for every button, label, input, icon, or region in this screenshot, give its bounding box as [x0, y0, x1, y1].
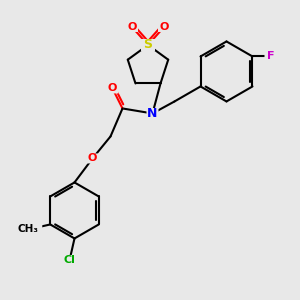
Text: F: F	[267, 52, 274, 61]
FancyBboxPatch shape	[14, 224, 42, 236]
Text: S: S	[143, 38, 152, 52]
FancyBboxPatch shape	[141, 39, 155, 51]
FancyBboxPatch shape	[158, 22, 170, 32]
Text: CH₃: CH₃	[18, 224, 39, 235]
FancyBboxPatch shape	[61, 255, 77, 266]
Text: O: O	[159, 22, 169, 32]
Text: Cl: Cl	[64, 256, 75, 266]
Text: N: N	[147, 107, 158, 120]
FancyBboxPatch shape	[86, 154, 98, 164]
FancyBboxPatch shape	[146, 108, 158, 119]
FancyBboxPatch shape	[106, 83, 119, 94]
Text: O: O	[127, 22, 137, 32]
Text: O: O	[108, 83, 117, 94]
Text: O: O	[88, 154, 97, 164]
FancyBboxPatch shape	[265, 52, 277, 61]
FancyBboxPatch shape	[126, 22, 138, 32]
